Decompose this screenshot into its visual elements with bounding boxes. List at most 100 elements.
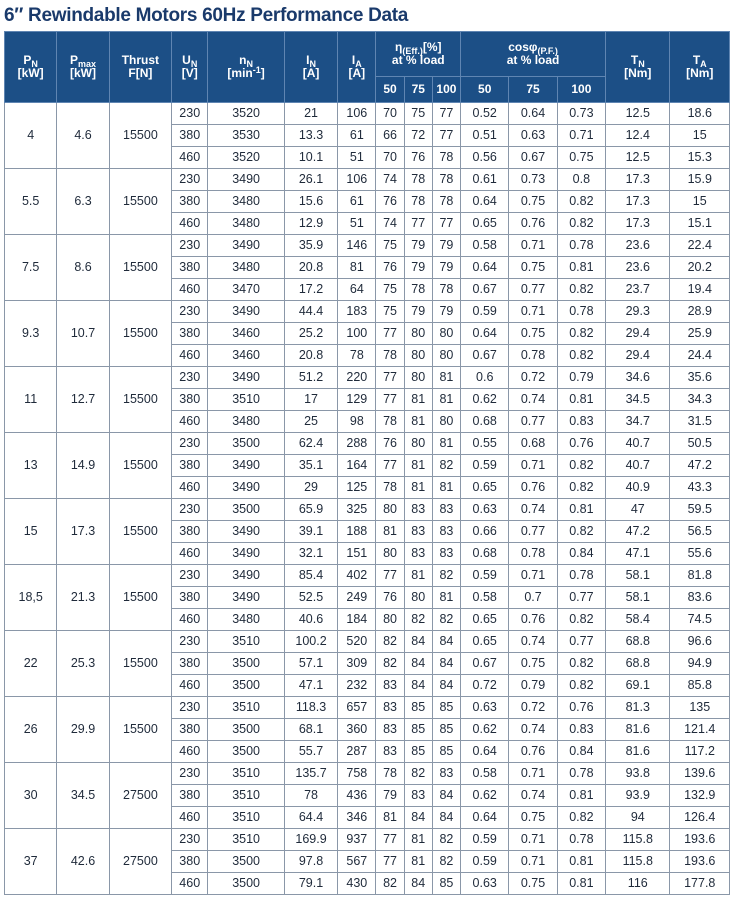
cell-pf-100: 0.83 [556, 718, 607, 741]
cell-eff-100: 77 [431, 212, 462, 235]
cell-ia: 106 [337, 102, 377, 125]
cell-nn: 3490 [207, 366, 285, 389]
table-row: 4 4.6 15500 230 3520 21 106 70 75 77 0.52 0.64 0.73 1… [3, 102, 730, 169]
cell-nn: 3510 [207, 828, 285, 851]
cell-eff-75: 80 [403, 344, 433, 367]
cell-pf-75: 0.71 [508, 828, 558, 851]
cell-eff-50: 80 [375, 542, 405, 565]
table-row: 460 3490 32.1 151 80 83 83 0.68 0.78 0.84 47.1 55.6 [5, 542, 730, 565]
cell-in: 32.1 [283, 542, 339, 565]
cell-un: 230 [171, 762, 209, 785]
cell-in: 12.9 [283, 212, 339, 235]
header-thrust: Thrust F[N] [108, 31, 173, 103]
cell-in: 17.2 [283, 278, 339, 301]
cell-ta: 83.6 [669, 586, 730, 609]
cell-pf-75: 0.75 [508, 652, 558, 675]
cell-eff-75: 80 [403, 432, 433, 455]
cell-pf-100: 0.82 [556, 674, 607, 697]
cell-tn: 47.1 [605, 542, 671, 565]
table-row: 380 3460 25.2 100 77 80 80 0.64 0.75 0.82 29.4 25.9 [5, 322, 730, 345]
cell-un: 230 [171, 102, 209, 125]
cell-in: 64.4 [283, 806, 339, 829]
cell-tn: 93.8 [605, 762, 671, 785]
cell-in: 52.5 [283, 586, 339, 609]
cell-pf-75: 0.64 [508, 102, 558, 125]
cell-ia: 61 [337, 124, 377, 147]
table-row: 460 3480 25 98 78 81 80 0.68 0.77 0.83 34.7 31.5 [5, 410, 730, 433]
cell-tn: 17.3 [605, 168, 671, 191]
cell-pmax: 17.3 [56, 498, 110, 565]
cell-pf-75: 0.71 [508, 762, 558, 785]
cell-eff-50: 76 [375, 256, 405, 279]
cell-nn: 3490 [207, 454, 285, 477]
cell-eff-50: 80 [375, 608, 405, 631]
cell-pf-75: 0.76 [508, 608, 558, 631]
cell-pf-50: 0.59 [460, 850, 510, 873]
cell-pf-75: 0.75 [508, 256, 558, 279]
cell-tn: 69.1 [605, 674, 671, 697]
cell-un: 230 [171, 432, 209, 455]
cell-ta: 94.9 [669, 652, 730, 675]
cell-pf-75: 0.68 [508, 432, 558, 455]
cell-nn: 3500 [207, 872, 285, 895]
cell-eff-75: 85 [403, 696, 433, 719]
cell-pf-75: 0.72 [508, 366, 558, 389]
cell-pn: 37 [3, 828, 58, 895]
cell-pmax: 21.3 [56, 564, 110, 631]
cell-pmax: 8.6 [56, 234, 110, 301]
cell-pf-50: 0.59 [460, 454, 510, 477]
cell-pf-75: 0.76 [508, 740, 558, 763]
cell-pf-100: 0.82 [556, 806, 607, 829]
cell-eff-100: 81 [431, 586, 462, 609]
cell-eff-50: 81 [375, 806, 405, 829]
cell-eff-100: 82 [431, 454, 462, 477]
cell-nn: 3510 [207, 784, 285, 807]
cell-pf-50: 0.59 [460, 564, 510, 587]
cell-pf-75: 0.78 [508, 344, 558, 367]
table-row: 380 3530 13.3 61 66 72 77 0.51 0.63 0.71 12.4 15 [5, 124, 730, 147]
cell-pf-75: 0.74 [508, 784, 558, 807]
cell-in: 79.1 [283, 872, 339, 895]
table-row: 460 3500 55.7 287 83 85 85 0.64 0.76 0.84 81.6 117.… [5, 740, 730, 763]
cell-in: 25.2 [283, 322, 339, 345]
table-row: 380 3490 35.1 164 77 81 82 0.59 0.71 0.82 40.7 47.2 [5, 454, 730, 477]
cell-eff-50: 76 [375, 586, 405, 609]
cell-ta: 24.4 [669, 344, 730, 367]
cell-in: 13.3 [283, 124, 339, 147]
cell-eff-100: 77 [431, 124, 462, 147]
header-power-factor: cosφ(P.F.) at % load [460, 31, 607, 77]
cell-eff-50: 78 [375, 410, 405, 433]
cell-un: 230 [171, 828, 209, 851]
cell-un: 230 [171, 234, 209, 257]
cell-eff-100: 85 [431, 740, 462, 763]
cell-tn: 68.8 [605, 630, 671, 653]
cell-pf-75: 0.75 [508, 806, 558, 829]
cell-un: 230 [171, 696, 209, 719]
cell-eff-50: 77 [375, 388, 405, 411]
cell-pf-75: 0.76 [508, 212, 558, 235]
cell-eff-75: 84 [403, 630, 433, 653]
cell-ta: 117.2 [669, 740, 730, 763]
cell-thrust: 15500 [108, 432, 173, 499]
cell-pf-75: 0.75 [508, 322, 558, 345]
cell-in: 29 [283, 476, 339, 499]
cell-eff-100: 82 [431, 564, 462, 587]
table-row: 380 3480 15.6 61 76 78 78 0.64 0.75 0.82 17.3 15 [5, 190, 730, 213]
cell-tn: 23.6 [605, 234, 671, 257]
cell-un: 380 [171, 124, 209, 147]
cell-eff-50: 77 [375, 828, 405, 851]
header-pmax: Pmax [kW] [56, 31, 110, 103]
cell-ia: 184 [337, 608, 377, 631]
cell-tn: 23.7 [605, 278, 671, 301]
cell-tn: 40.7 [605, 454, 671, 477]
cell-eff-50: 83 [375, 740, 405, 763]
cell-un: 460 [171, 476, 209, 499]
cell-un: 230 [171, 366, 209, 389]
cell-pn: 13 [3, 432, 58, 499]
cell-ta: 177.8 [669, 872, 730, 895]
cell-eff-75: 76 [403, 146, 433, 169]
cell-in: 15.6 [283, 190, 339, 213]
cell-un: 380 [171, 190, 209, 213]
cell-eff-100: 80 [431, 410, 462, 433]
cell-pf-100: 0.78 [556, 828, 607, 851]
